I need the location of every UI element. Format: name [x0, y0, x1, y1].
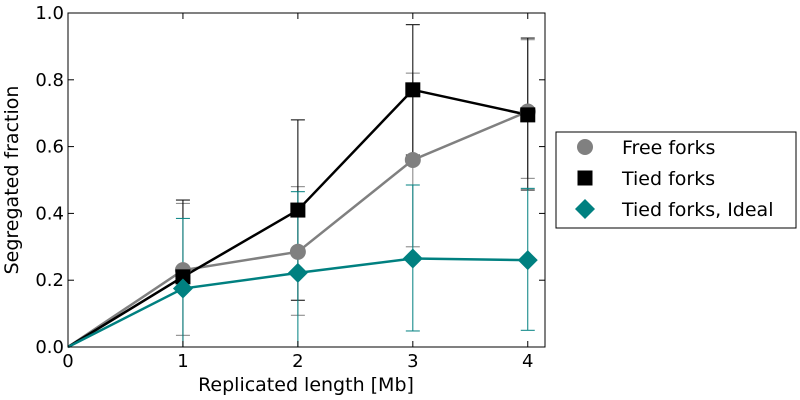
- x-tick-label: 3: [407, 351, 418, 372]
- data-markers: [172, 82, 538, 299]
- legend-marker-circle: [577, 139, 593, 155]
- x-tick-label: 1: [177, 351, 188, 372]
- plot-area: [68, 13, 545, 347]
- data-point-square: [175, 269, 191, 285]
- x-axis-title: Replicated length [Mb]: [198, 374, 414, 396]
- legend-label: Tied forks: [621, 168, 715, 190]
- y-tick-labels: 0.0 0.2 0.4 0.6 0.8 1.0: [35, 3, 64, 358]
- legend-items: Free forks Tied forks Tied forks, Ideal: [575, 137, 773, 221]
- y-tick-label: 0.8: [35, 70, 64, 91]
- x-tick-label: 4: [522, 351, 533, 372]
- data-point-square: [290, 202, 306, 218]
- legend-label: Free forks: [622, 137, 715, 159]
- data-point-circle: [404, 151, 421, 168]
- y-tick-label: 1.0: [35, 3, 64, 24]
- data-point-diamond: [287, 262, 308, 283]
- data-point-square: [405, 82, 421, 98]
- axis-ticks: [67, 12, 545, 348]
- y-tick-label: 0.4: [35, 203, 64, 224]
- data-point-diamond: [172, 278, 193, 299]
- legend-label: Tied forks, Ideal: [621, 199, 773, 221]
- x-tick-label: 2: [292, 351, 303, 372]
- legend-marker-square: [577, 170, 593, 186]
- y-tick-label: 0.6: [35, 137, 64, 158]
- data-point-circle: [289, 243, 306, 260]
- data-point-diamond: [402, 248, 423, 269]
- y-tick-label: 0.2: [35, 270, 64, 291]
- data-point-diamond: [517, 250, 538, 271]
- legend-marker-diamond: [575, 199, 595, 219]
- y-axis-title: Segregated fraction: [1, 86, 23, 275]
- plot-frame: [67, 12, 546, 348]
- legend-box: [555, 131, 797, 229]
- data-point-square: [520, 107, 536, 123]
- x-tick-labels: 0 1 2 3 4: [62, 351, 533, 372]
- x-tick-label: 0: [62, 351, 73, 372]
- y-tick-label: 0.0: [35, 337, 64, 358]
- legend: Free forks Tied forks Tied forks, Ideal: [555, 131, 797, 229]
